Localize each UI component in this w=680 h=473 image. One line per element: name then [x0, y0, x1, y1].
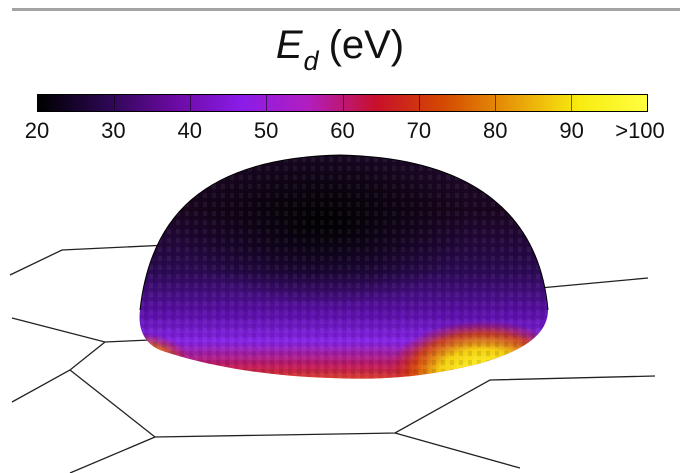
hemisphere-surface — [139, 155, 548, 379]
chart-title: Ed (eV) — [0, 20, 680, 76]
colorbar-tick-label: 20 — [24, 118, 50, 143]
colorbar-tick — [114, 95, 116, 111]
colorbar-tick — [494, 95, 496, 111]
title-symbol: E — [275, 23, 303, 67]
colorbar-tick-label: 80 — [483, 118, 508, 143]
colorbar-tick — [418, 95, 420, 111]
top-rule — [12, 8, 680, 11]
colorbar-tick-label: 40 — [177, 118, 202, 143]
colorbar — [37, 94, 648, 112]
colorbar-tick — [266, 95, 268, 111]
colorbar-tick-label: 30 — [101, 118, 126, 143]
colorbar-tick-label: 70 — [406, 118, 432, 143]
colorbar-tick-label: 90 — [559, 118, 584, 143]
colorbar-tick-label: 50 — [253, 118, 279, 143]
colorbar-tick — [190, 95, 192, 111]
colorbar-tick — [570, 95, 572, 111]
colorbar-tick — [342, 95, 344, 111]
title-subscript: d — [303, 46, 319, 76]
hemisphere-outline — [139, 154, 549, 311]
title-unit: (eV) — [328, 23, 405, 67]
colorbar-tick-label: 60 — [330, 118, 355, 143]
colorbar-tick-label: >100 — [615, 118, 665, 143]
